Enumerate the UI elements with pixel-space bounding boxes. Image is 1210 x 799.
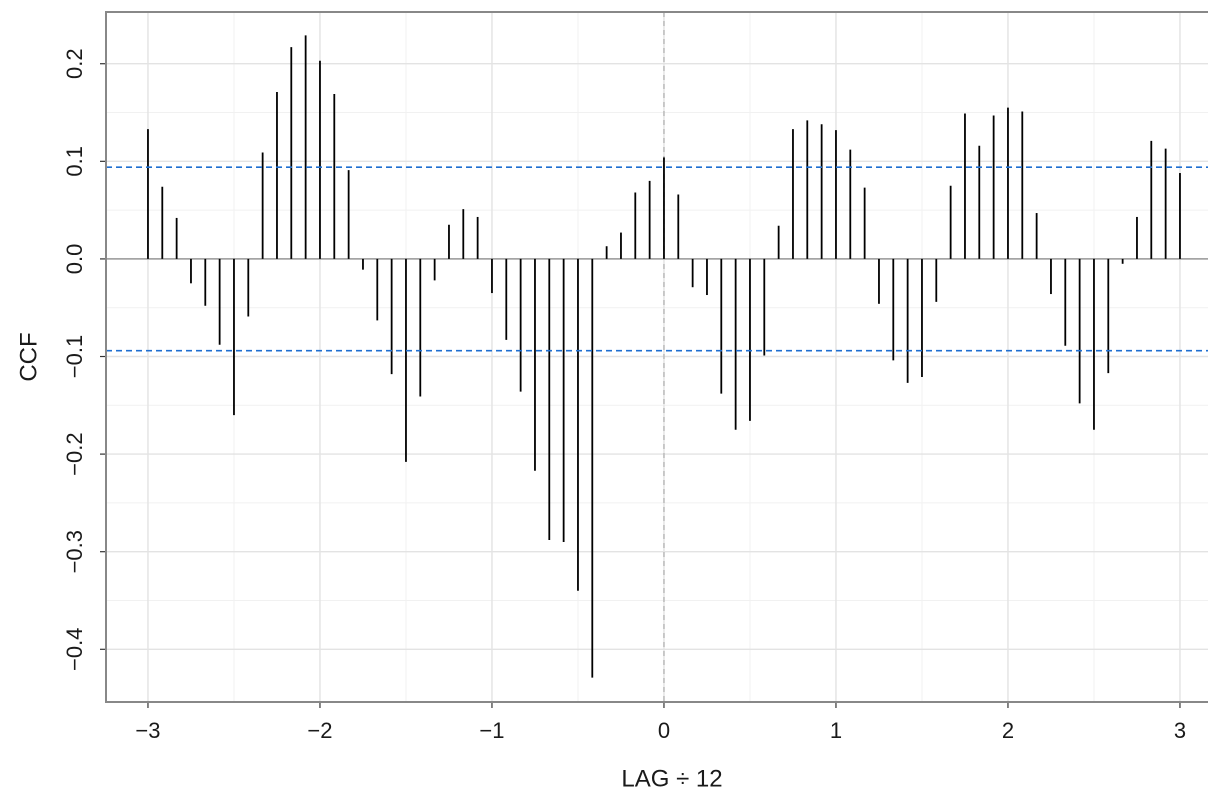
x-tick-label: 1 (830, 718, 842, 743)
x-tick-label: −1 (479, 718, 504, 743)
y-tick-label: 0.1 (62, 146, 87, 177)
x-axis-title: LAG ÷ 12 (621, 765, 722, 792)
panel-border (105, 11, 1208, 703)
y-tick-label: −0.4 (62, 628, 87, 671)
x-tick-label: 3 (1174, 718, 1186, 743)
y-tick-label: 0.0 (62, 244, 87, 275)
x-tick-label: 2 (1002, 718, 1014, 743)
y-tick-label: 0.2 (62, 48, 87, 79)
x-tick-label: −2 (307, 718, 332, 743)
x-tick-label: −3 (135, 718, 160, 743)
y-tick-label: −0.2 (62, 432, 87, 475)
x-tick-label: 0 (658, 718, 670, 743)
y-axis-title: CCF (15, 332, 42, 381)
y-tick-label: −0.1 (62, 335, 87, 378)
y-tick-label: −0.3 (62, 530, 87, 573)
